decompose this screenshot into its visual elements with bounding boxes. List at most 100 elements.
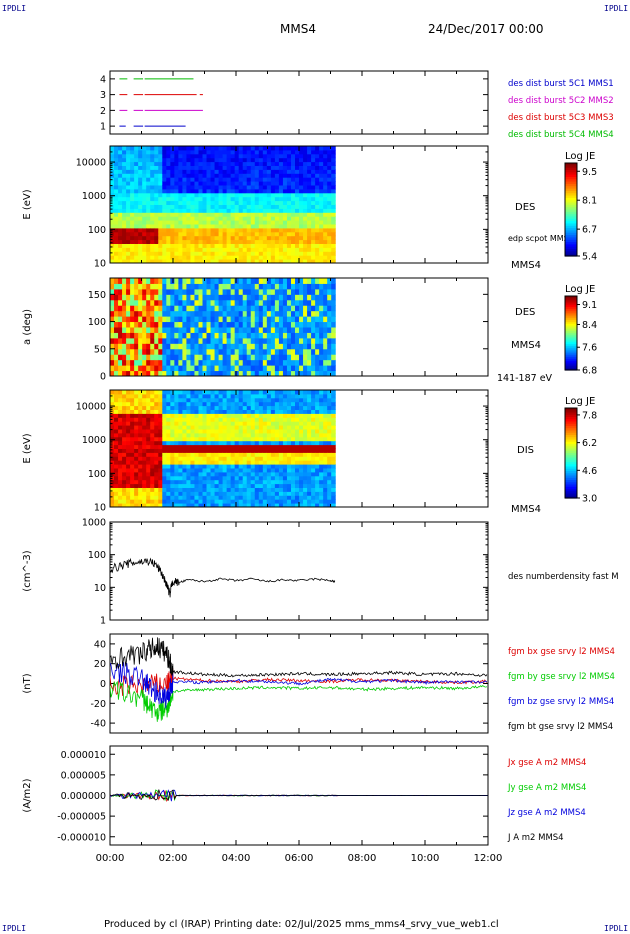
des-energy-heatmap-cell [295, 185, 300, 190]
des-pitch-heatmap-cell [254, 283, 260, 290]
des-energy-heatmap-cell [198, 161, 204, 166]
dis-energy-heatmap-cell [307, 487, 312, 492]
des-energy-heatmap-cell [230, 220, 236, 225]
dis-energy-heatmap-cell [282, 452, 288, 457]
dis-energy-heatmap-cell [262, 499, 268, 504]
dis-energy-heatmap-cell [186, 464, 191, 469]
des-energy-heatmap-cell [202, 255, 208, 260]
dis-energy-heatmap-cell [331, 483, 336, 488]
des-energy-heatmap-cell [226, 192, 232, 198]
dis-energy-heatmap-cell [182, 468, 187, 473]
dis-energy-heatmap-cell [150, 475, 155, 481]
dis-energy-heatmap-cell [315, 456, 320, 461]
dis-energy-heatmap-cell [323, 491, 328, 496]
des-energy-heatmap-cell [238, 220, 244, 225]
des-pitch-heatmap-cell [170, 354, 175, 361]
des-energy-heatmap-cell [162, 251, 167, 256]
dis-energy-heatmap-cell [307, 401, 312, 407]
des-pitch-heatmap-cell [278, 310, 284, 317]
des-energy-heatmap-cell [331, 146, 336, 151]
des-energy-heatmap-cell [331, 196, 336, 202]
des-energy-heatmap-cell [166, 165, 171, 170]
des-energy-heatmap-cell [282, 149, 288, 155]
dis-energy-heatmap-cell [130, 456, 135, 461]
dis-energy-heatmap-cell [331, 448, 336, 453]
dis-energy-heatmap-cell [146, 460, 151, 465]
dis-energy-heatmap-cell [250, 444, 256, 449]
dis-energy-heatmap-cell [331, 440, 336, 446]
dis-energy-colorbar-cell [565, 430, 577, 434]
dis-energy-heatmap-cell [146, 448, 151, 453]
dis-energy-heatmap-cell [311, 491, 316, 496]
dis-energy-heatmap-cell [315, 390, 320, 395]
des-pitch-heatmap-cell [315, 305, 320, 312]
des-energy-heatmap-cell [307, 231, 312, 237]
dis-energy-heatmap-cell [234, 436, 240, 442]
des-pitch-heatmap-cell [114, 365, 119, 372]
des-pitch-heatmap-cell [226, 321, 232, 328]
des-energy-heatmap-cell [307, 259, 312, 264]
dis-energy-heatmap-cell [238, 401, 244, 407]
dis-energy-heatmap-cell [134, 503, 139, 508]
des-energy-heatmap-cell [299, 153, 304, 159]
des-pitch-heatmap-cell [230, 365, 236, 372]
des-pitch-heatmap-cell [290, 348, 296, 355]
des-pitch-heatmap-cell [286, 310, 292, 317]
dis-energy-heatmap-cell [154, 429, 159, 434]
des-energy-heatmap-cell [150, 181, 155, 186]
dis-energy-heatmap-cell [266, 401, 272, 407]
des-energy-heatmap-cell [218, 169, 224, 174]
des-pitch-heatmap-cell [295, 321, 300, 328]
des-pitch-heatmap-cell [278, 288, 284, 295]
des-energy-heatmap-cell [250, 235, 256, 241]
dis-energy-heatmap-cell [186, 405, 191, 410]
des-energy-heatmap-cell [118, 181, 123, 186]
des-pitch-heatmap-cell [154, 354, 159, 361]
des-pitch-heatmap-cell [266, 370, 272, 377]
dis-energy-heatmap-cell [134, 475, 139, 481]
des-pitch-heatmap-cell [166, 294, 171, 301]
dis-energy-heatmap-cell [190, 468, 195, 473]
des-energy-heatmap-cell [323, 173, 328, 178]
dis-energy-heatmap-cell [226, 421, 232, 426]
des-energy-heatmap-cell [174, 165, 179, 170]
des-energy-heatmap-cell [190, 259, 195, 264]
fgm-ytick-label-1: -20 [90, 699, 106, 710]
des-pitch-heatmap-cell [319, 305, 324, 312]
des-pitch-heatmap-cell [286, 337, 292, 344]
des-pitch-heatmap-cell [282, 283, 288, 290]
des-energy-heatmap-cell [331, 259, 336, 264]
des-pitch-colorbar-tick-label-2: 7.6 [582, 343, 597, 354]
des-energy-heatmap-cell [286, 243, 292, 248]
des-energy-heatmap-cell [311, 239, 316, 244]
dis-energy-heatmap-cell [226, 401, 232, 407]
des-pitch-heatmap-cell [186, 343, 191, 350]
dis-energy-heatmap-cell [307, 417, 312, 422]
des-pitch-colorbar-tick-label-1: 8.4 [582, 320, 597, 331]
dis-energy-heatmap-cell [299, 397, 304, 403]
des-energy-heatmap-cell [290, 235, 296, 241]
des-energy-heatmap-cell [242, 161, 248, 166]
des-pitch-colorbar-cell [565, 305, 577, 308]
dis-energy-heatmap-cell [290, 421, 296, 426]
des-pitch-heatmap-cell [258, 278, 264, 284]
des-energy-heatmap-cell [274, 157, 280, 163]
des-pitch-colorbar-cell [565, 296, 577, 299]
des-energy-heatmap-cell [218, 161, 224, 166]
des-energy-heatmap-cell [323, 177, 328, 182]
des-energy-heatmap-cell [118, 200, 123, 205]
dis-energy-heatmap-cell [194, 464, 199, 469]
des-energy-heatmap-cell [307, 196, 312, 202]
des-energy-heatmap-cell [327, 149, 332, 155]
des-pitch-heatmap-cell [266, 359, 272, 366]
des-pitch-heatmap-cell [158, 316, 163, 323]
dis-energy-heatmap-cell [114, 444, 119, 449]
des-energy-heatmap-cell [286, 239, 292, 244]
dis-energy-heatmap-cell [286, 413, 292, 418]
dis-energy-heatmap-cell [331, 503, 336, 508]
des-pitch-heatmap-cell [214, 278, 220, 284]
des-energy-heatmap-cell [254, 204, 260, 209]
des-pitch-heatmap-cell [122, 343, 127, 350]
des-energy-heatmap-cell [282, 224, 288, 229]
dis-energy-heatmap-cell [122, 425, 127, 430]
